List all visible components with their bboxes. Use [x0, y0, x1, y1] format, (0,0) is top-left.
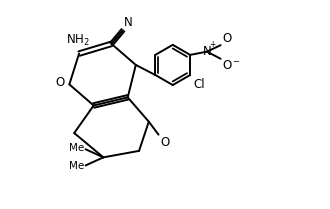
Text: O$^-$: O$^-$	[222, 59, 241, 73]
Text: Me: Me	[69, 143, 84, 153]
Text: N: N	[203, 45, 212, 58]
Text: O: O	[160, 136, 169, 149]
Text: Me: Me	[69, 161, 84, 171]
Text: +: +	[209, 40, 216, 49]
Text: Cl: Cl	[193, 78, 205, 91]
Text: O: O	[222, 32, 231, 45]
Text: N: N	[124, 16, 133, 29]
Text: O: O	[55, 76, 64, 89]
Text: NH$_2$: NH$_2$	[66, 33, 89, 48]
